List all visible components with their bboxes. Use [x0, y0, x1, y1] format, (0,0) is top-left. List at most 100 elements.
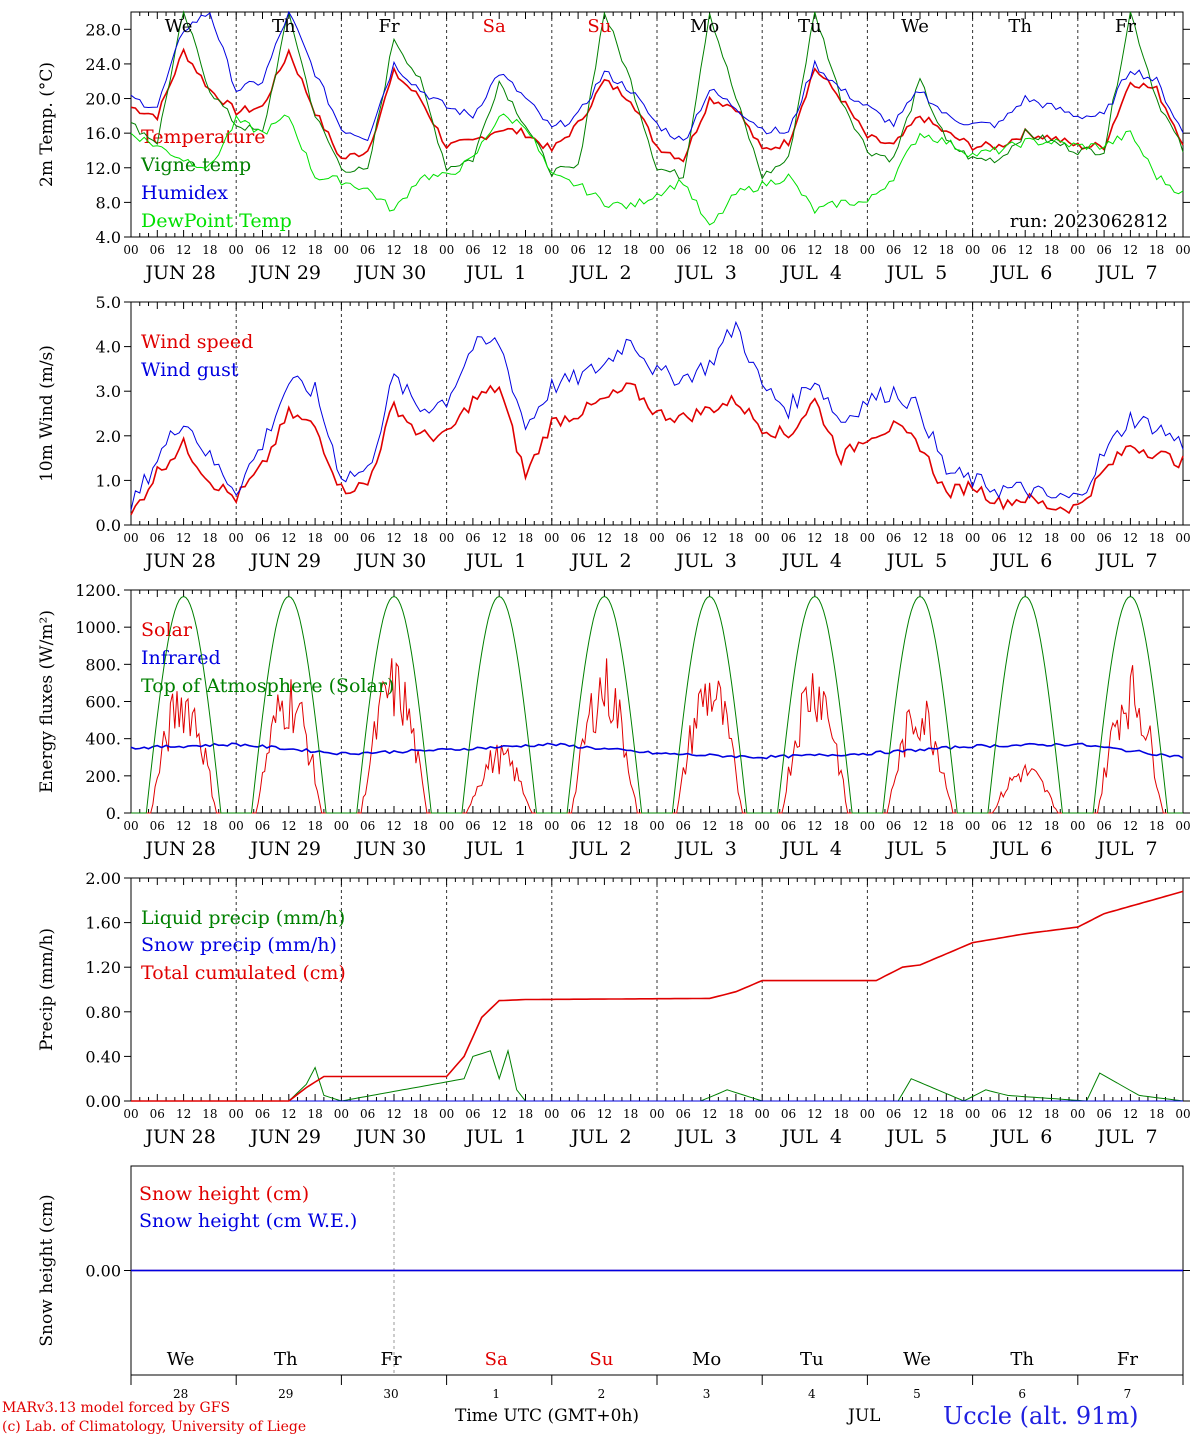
hour-tick-label: 06: [781, 243, 796, 257]
hour-tick-label: 18: [623, 1107, 638, 1121]
hour-tick-label: 00: [755, 1107, 770, 1121]
weekday-label: Mo: [690, 16, 719, 37]
hour-tick-label: 00: [755, 531, 770, 545]
y-tick-label: 2.0: [96, 427, 121, 446]
legend-wind-gust: Wind gust: [141, 359, 239, 381]
hour-tick-label: 12: [1123, 819, 1138, 833]
weekday-label: Sa: [483, 16, 506, 37]
hour-tick-label: 18: [728, 819, 743, 833]
y-tick-label: 24.0: [85, 55, 121, 74]
hour-tick-label: 18: [939, 1107, 954, 1121]
weekday-label: Th: [1008, 16, 1032, 37]
date-label: JUL 3: [674, 838, 736, 860]
weekday-label: Fr: [1117, 1349, 1138, 1370]
legend-liquid-precip-mm-h-: Liquid precip (mm/h): [141, 907, 345, 929]
hour-tick-label: 06: [1096, 531, 1111, 545]
hour-tick-label: 06: [781, 819, 796, 833]
y-tick-label: 20.0: [85, 90, 121, 109]
weekday-label: We: [901, 16, 929, 37]
hour-tick-label: 00: [1175, 531, 1190, 545]
y-tick-label: 12.0: [85, 159, 121, 178]
day-number-label: 7: [1124, 1387, 1132, 1401]
hour-tick-label: 18: [307, 243, 322, 257]
hour-tick-label: 00: [649, 1107, 664, 1121]
hour-tick-label: 00: [334, 243, 349, 257]
hour-tick-label: 00: [1070, 531, 1085, 545]
x-axis-title: Time UTC (GMT+0h): [455, 1406, 640, 1426]
date-label: JUL 1: [464, 550, 526, 572]
hour-tick-label: 00: [123, 1107, 138, 1121]
y-tick-label: 0.40: [85, 1047, 121, 1066]
plot-frame: [130, 11, 1184, 238]
hour-tick-label: 00: [229, 1107, 244, 1121]
series-line-dewpoint-temp: [130, 113, 1184, 226]
hour-tick-label: 18: [1044, 531, 1059, 545]
hour-tick-label: 12: [492, 1107, 507, 1121]
hour-tick-label: 18: [833, 531, 848, 545]
hour-tick-label: 18: [202, 243, 217, 257]
hour-tick-label: 06: [360, 1107, 375, 1121]
date-label: JUL 6: [990, 838, 1052, 860]
bottom-month-label: JUL: [848, 1406, 881, 1426]
legend-top-of-atmosphere-solar-: Top of Atmosphere (Solar): [141, 675, 394, 697]
weekday-label: Su: [587, 16, 611, 37]
hour-tick-label: 00: [229, 243, 244, 257]
hour-tick-label: 06: [150, 1107, 165, 1121]
date-label: JUL 3: [674, 550, 736, 572]
hour-tick-label: 18: [623, 819, 638, 833]
hour-tick-label: 00: [439, 531, 454, 545]
y-tick-label: 1.0: [96, 471, 121, 490]
hour-tick-label: 06: [465, 243, 480, 257]
date-label: JUN 28: [143, 838, 215, 860]
legend-solar: Solar: [141, 619, 193, 641]
hour-tick-label: 00: [544, 1107, 559, 1121]
hour-tick-label: 00: [334, 819, 349, 833]
hour-tick-label: 00: [544, 819, 559, 833]
hour-tick-label: 12: [597, 243, 612, 257]
hour-tick-label: 12: [281, 819, 296, 833]
hour-tick-label: 12: [597, 1107, 612, 1121]
hour-tick-label: 00: [1175, 1107, 1190, 1121]
hour-tick-label: 00: [544, 243, 559, 257]
series-line-infrared: [130, 742, 1184, 760]
date-label: JUL 4: [780, 1126, 842, 1148]
hour-tick-label: 12: [702, 531, 717, 545]
weekday-label: Fr: [1115, 16, 1136, 37]
date-label: JUN 30: [354, 262, 426, 284]
hour-tick-label: 00: [1070, 1107, 1085, 1121]
legend-snow-precip-mm-h-: Snow precip (mm/h): [141, 934, 337, 956]
day-number-label: 2: [598, 1387, 606, 1401]
hour-tick-label: 00: [649, 531, 664, 545]
hour-tick-label: 06: [676, 819, 691, 833]
hour-tick-label: 18: [202, 819, 217, 833]
date-label: JUN 30: [354, 550, 426, 572]
hour-tick-label: 06: [781, 1107, 796, 1121]
hour-tick-label: 18: [518, 1107, 533, 1121]
hour-tick-label: 00: [334, 1107, 349, 1121]
y-tick-label: 200.: [85, 767, 121, 786]
hour-tick-label: 18: [833, 819, 848, 833]
date-label: JUN 29: [249, 838, 321, 860]
weekday-label: Tu: [800, 1349, 824, 1370]
hour-tick-label: 06: [991, 531, 1006, 545]
day-number-label: 28: [173, 1387, 188, 1401]
hour-tick-label: 06: [991, 1107, 1006, 1121]
hour-tick-label: 00: [965, 1107, 980, 1121]
weekday-label: Th: [274, 1349, 298, 1370]
date-label: JUL 3: [674, 262, 736, 284]
hour-tick-label: 00: [965, 243, 980, 257]
y-axis-title: Snow height (cm): [37, 1194, 57, 1346]
plot-frame: [130, 589, 1184, 814]
weekday-label: Th: [1010, 1349, 1034, 1370]
hour-tick-label: 12: [1018, 819, 1033, 833]
hour-tick-label: 06: [1096, 243, 1111, 257]
hour-tick-label: 12: [807, 531, 822, 545]
model-credit-line: MARv3.13 model forced by GFS: [2, 1400, 231, 1416]
hour-tick-label: 12: [386, 1107, 401, 1121]
series-line-wind-gust: [130, 320, 1184, 511]
date-label: JUL 7: [1095, 1126, 1157, 1148]
y-axis-title: 10m Wind (m/s): [37, 345, 57, 482]
hour-tick-label: 06: [150, 819, 165, 833]
hour-tick-label: 00: [755, 243, 770, 257]
y-tick-label: 0.: [106, 804, 121, 823]
